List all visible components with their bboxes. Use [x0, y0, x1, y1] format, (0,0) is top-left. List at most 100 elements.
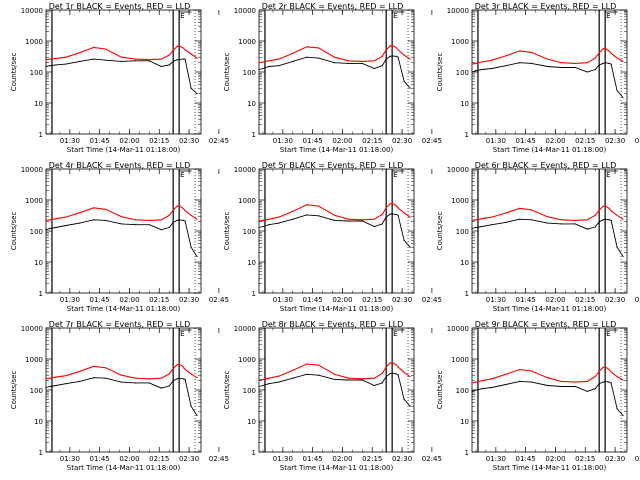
- data-point: [55, 226, 57, 229]
- x-tick-label: 02:15: [149, 296, 169, 304]
- data-point: [361, 62, 363, 64]
- data-point: [184, 220, 186, 222]
- data-point: [397, 207, 399, 209]
- x-tick-label: 02:00: [545, 296, 565, 304]
- data-point: [602, 48, 604, 50]
- data-point: [610, 210, 612, 212]
- x-axis-label: Start Time (14-Mar-11 01:18:00): [493, 305, 607, 313]
- data-point: [333, 214, 336, 216]
- y-tick-label: 100: [30, 387, 43, 395]
- chart-panel: Det 8r BLACK = Events, RED = LLD 1 10 100 10…: [223, 320, 442, 472]
- y-tick-label: 1: [252, 449, 256, 457]
- x-tick-label: 01:45: [303, 137, 323, 145]
- data-point: [616, 376, 618, 378]
- data-point: [389, 362, 391, 364]
- data-point: [333, 373, 336, 375]
- data-point: [262, 384, 264, 387]
- data-point: [574, 219, 576, 221]
- data-point: [160, 65, 162, 68]
- chart-panel: Det 7r BLACK = Events, RED = LLD 1 10 100 10…: [10, 320, 229, 472]
- data-point: [178, 363, 180, 365]
- data-point: [471, 382, 473, 384]
- plot-frame: [471, 327, 628, 453]
- data-point: [608, 368, 610, 371]
- data-point: [182, 219, 184, 221]
- y-axis-label: Counts/sec: [436, 212, 444, 251]
- data-point: [395, 55, 397, 57]
- data-point: [168, 385, 170, 387]
- x-tick-label: 01:45: [516, 455, 536, 463]
- data-point: [79, 212, 81, 214]
- data-point: [184, 378, 186, 380]
- data-point: [45, 378, 47, 380]
- x-tick-label: 02:30: [605, 137, 625, 145]
- data-point: [333, 56, 336, 58]
- x-tick-label: 02:30: [179, 455, 199, 463]
- data-point: [148, 59, 150, 61]
- data-point: [278, 216, 280, 218]
- data-point: [391, 372, 393, 374]
- data-point: [176, 378, 178, 380]
- data-point: [546, 58, 549, 60]
- x-tick-label: 02:30: [392, 455, 412, 463]
- events-series-line: [258, 372, 411, 407]
- data-point: [120, 60, 123, 63]
- data-point: [190, 87, 192, 89]
- data-point: [134, 219, 136, 221]
- x-tick-label: 02:30: [179, 137, 199, 145]
- y-tick-label: 10000: [447, 166, 469, 174]
- y-tick-label: 100: [456, 387, 469, 395]
- data-point: [134, 60, 136, 62]
- data-point: [160, 58, 162, 60]
- y-tick-label: 10: [34, 259, 43, 267]
- data-point: [182, 378, 184, 380]
- data-point: [491, 216, 493, 218]
- data-point: [190, 405, 192, 407]
- time-marker-label: E: [180, 171, 184, 179]
- data-point: [190, 373, 192, 375]
- data-point: [546, 65, 549, 68]
- x-tick-label: 02:00: [332, 455, 352, 463]
- y-tick-label: 1000: [238, 38, 256, 46]
- data-point: [608, 381, 610, 383]
- data-point: [403, 239, 405, 241]
- data-point: [389, 372, 391, 375]
- data-point: [160, 219, 162, 221]
- y-tick-label: 100: [243, 387, 256, 395]
- y-tick-label: 1: [465, 131, 469, 139]
- chart-title: Det 4r BLACK = Events, RED = LLD: [49, 161, 191, 170]
- data-point: [176, 59, 178, 61]
- lld-series-line: [471, 47, 624, 65]
- data-point: [176, 45, 178, 47]
- data-point: [196, 218, 198, 220]
- data-point: [93, 46, 95, 49]
- plot-frame: [258, 168, 415, 294]
- events-series-line: [45, 219, 198, 257]
- data-point: [278, 222, 280, 224]
- data-point: [278, 58, 280, 60]
- data-point: [262, 378, 264, 380]
- data-point: [481, 225, 483, 228]
- data-point: [318, 374, 320, 376]
- data-point: [361, 60, 363, 63]
- data-point: [608, 219, 610, 221]
- x-tick-label: 02:30: [179, 296, 199, 304]
- data-point: [176, 219, 178, 221]
- data-point: [168, 54, 170, 56]
- data-point: [105, 59, 107, 61]
- data-point: [105, 208, 107, 210]
- x-axis-label: Start Time (14-Mar-11 01:18:00): [67, 146, 181, 154]
- data-point: [391, 44, 393, 47]
- data-point: [105, 48, 107, 50]
- data-point: [560, 62, 563, 64]
- x-axis-label: Start Time (14-Mar-11 01:18:00): [493, 464, 607, 472]
- data-point: [178, 59, 180, 61]
- x-tick-label: 02:45: [635, 296, 640, 304]
- data-point: [409, 246, 411, 248]
- data-point: [196, 255, 198, 258]
- y-tick-label: 1000: [25, 197, 43, 205]
- data-point: [395, 373, 397, 375]
- time-marker-label: E: [393, 330, 397, 338]
- data-point: [491, 67, 493, 70]
- time-marker-label: E: [180, 330, 184, 338]
